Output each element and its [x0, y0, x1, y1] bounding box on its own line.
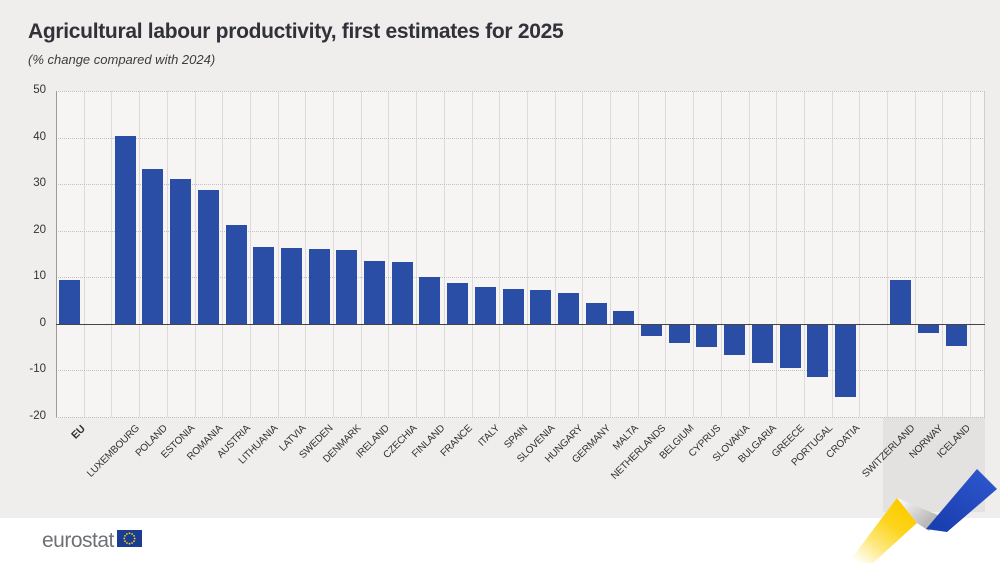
column-separator: [333, 91, 334, 417]
column-separator: [194, 91, 196, 417]
column-separator: [693, 91, 695, 417]
column-separator: [748, 91, 750, 417]
bar-luxembourg: [114, 136, 136, 324]
column-separator: [942, 91, 944, 417]
y-tick-label: 10: [33, 270, 46, 283]
y-tick-label: 0: [39, 316, 46, 329]
column-separator: [637, 91, 639, 417]
ribbon-fold: [897, 498, 940, 531]
eu-flag-icon: [116, 530, 142, 552]
column-separator: [831, 91, 833, 417]
plot-right-border: [984, 91, 985, 417]
column-separator: [803, 91, 805, 417]
bar-eu: [59, 279, 81, 324]
gridline-y--10: [56, 370, 985, 372]
bar-romania: [197, 189, 219, 324]
gridline-y--20: [56, 417, 985, 418]
column-separator: [665, 91, 667, 417]
bar-switzerland: [890, 280, 912, 324]
bar-greece: [779, 324, 801, 369]
column-separator: [914, 91, 916, 417]
gridline-y-20: [56, 230, 985, 232]
column-separator: [360, 91, 362, 417]
gridline-y-40: [56, 137, 985, 139]
bar-netherlands: [641, 324, 663, 337]
column-separator: [887, 91, 888, 417]
chart-subtitle: (% change compared with 2024): [28, 52, 216, 67]
bar-hungary: [557, 293, 579, 324]
column-separator: [582, 91, 584, 417]
column-separator: [83, 91, 85, 417]
bar-norway: [918, 324, 940, 334]
bar-iceland: [945, 324, 967, 346]
bar-estonia: [170, 179, 192, 324]
gridline-y-30: [56, 184, 985, 186]
plot-left-border: [56, 91, 57, 417]
bar-slovakia: [724, 324, 746, 355]
eurostat-logo: eurostat: [42, 529, 142, 553]
bar-cyprus: [696, 324, 718, 348]
column-separator: [554, 91, 556, 417]
zero-axis-line: [56, 323, 985, 325]
bar-italy: [474, 287, 496, 324]
bar-lithuania: [253, 246, 275, 324]
footer-strip: [0, 518, 1000, 563]
chart-title: Agricultural labour productivity, first …: [28, 20, 564, 43]
ribbon-blue-stripe: [926, 469, 997, 532]
bar-latvia: [280, 248, 302, 324]
column-separator: [859, 91, 861, 417]
column-separator: [139, 91, 141, 417]
bar-czechia: [391, 261, 413, 324]
column-separator: [416, 91, 418, 417]
column-separator: [443, 91, 445, 417]
y-tick-label: 30: [33, 177, 46, 190]
bar-poland: [142, 168, 164, 324]
y-tick-label: 50: [33, 84, 46, 96]
column-separator: [471, 91, 473, 417]
bar-chart-plot-area: [56, 91, 985, 418]
column-separator: [277, 91, 279, 417]
gridline-y-50: [56, 91, 985, 92]
bar-germany: [585, 303, 607, 324]
column-separator: [970, 91, 972, 417]
bar-spain: [502, 289, 524, 324]
y-tick-label: 20: [33, 223, 46, 236]
column-separator: [720, 91, 722, 417]
column-separator: [222, 91, 224, 417]
bar-belgium: [668, 324, 690, 343]
bar-bulgaria: [751, 324, 773, 364]
y-tick-label: 40: [33, 130, 46, 143]
column-separator: [388, 91, 390, 417]
eurostat-logo-text: eurostat: [42, 529, 114, 552]
ribbon-decoration: [820, 450, 1000, 563]
column-separator: [776, 91, 778, 417]
bar-finland: [419, 276, 441, 324]
country-label: EU: [68, 423, 88, 442]
bar-croatia: [834, 324, 856, 398]
bar-malta: [613, 310, 635, 324]
column-separator: [610, 91, 611, 417]
column-separator: [526, 91, 528, 417]
column-separator: [499, 91, 501, 417]
y-tick-label: -10: [29, 363, 46, 376]
bar-ireland: [364, 260, 386, 324]
column-separator: [111, 91, 113, 417]
column-separator: [166, 91, 168, 417]
bar-sweden: [308, 248, 330, 324]
country-label: ITALY: [476, 423, 503, 449]
bar-austria: [225, 225, 247, 324]
bar-france: [447, 283, 469, 324]
y-tick-label: -20: [29, 410, 46, 422]
column-separator: [249, 91, 251, 417]
bar-slovenia: [530, 289, 552, 324]
bar-denmark: [336, 250, 358, 324]
ribbon-yellow-stripe: [848, 498, 917, 563]
gridline-y-10: [56, 277, 985, 279]
bar-portugal: [807, 324, 829, 377]
column-separator: [305, 91, 307, 417]
